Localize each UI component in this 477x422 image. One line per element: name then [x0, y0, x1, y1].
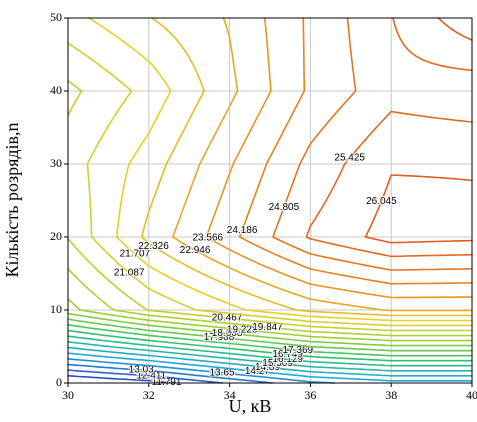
contour-line	[272, 17, 473, 271]
contour-line	[67, 318, 473, 352]
plot-frame	[67, 17, 473, 384]
contour-line	[67, 42, 473, 327]
contour-line	[238, 17, 473, 285]
x-tick-label: 34	[224, 388, 236, 402]
contour-label: 16.129	[272, 354, 303, 365]
contour-label: 17.988	[204, 332, 235, 343]
contour-label: 20.467	[212, 313, 243, 324]
contour-label: 17.369	[283, 345, 314, 356]
y-tick-label: 10	[50, 302, 62, 316]
y-tick-label: 40	[50, 83, 62, 97]
contour-label: 24.186	[227, 225, 258, 236]
contour-line	[67, 358, 336, 384]
contour-line	[67, 346, 473, 377]
contour-label: 16.749	[272, 349, 303, 360]
contour-label: 22.326	[138, 241, 169, 252]
contour-line	[67, 268, 473, 337]
contour-label: 22.946	[180, 245, 211, 256]
contour-label: 15.509	[262, 358, 293, 369]
contour-line	[172, 17, 473, 312]
y-tick-label: 0	[56, 375, 62, 389]
contour-line	[67, 363, 274, 384]
contour-line	[67, 324, 473, 357]
contour-label: 19.228	[227, 324, 258, 335]
contour-label: 21.087	[114, 268, 145, 279]
contour-label: 13.65	[209, 368, 234, 379]
y-tick-label: 50	[50, 10, 62, 24]
contour-line	[67, 335, 473, 367]
x-axis-label: U, кВ	[229, 396, 272, 416]
contour-line	[88, 17, 473, 322]
contour-line	[67, 329, 473, 362]
y-axis-label: Кількість розрядів,n	[2, 122, 22, 277]
contour-line	[305, 17, 473, 258]
contour-line	[67, 298, 473, 342]
contour-label: 14.89	[255, 362, 280, 373]
x-tick-label: 36	[304, 388, 316, 402]
contour-line	[67, 312, 473, 347]
x-tick-label: 38	[385, 388, 397, 402]
contour-line	[141, 17, 473, 317]
y-tick-label: 20	[50, 229, 62, 243]
contour-label: 19.847	[252, 322, 283, 333]
contour-label: 25.425	[334, 153, 365, 164]
contour-line	[67, 369, 224, 384]
contour-line	[364, 17, 473, 244]
contour-label: 23.566	[193, 233, 224, 244]
contour-line	[67, 352, 473, 382]
contour-line	[205, 17, 473, 299]
contour-label: 26.045	[366, 196, 397, 207]
contour-label: 13.03	[129, 365, 154, 376]
contour-label: 12.411	[136, 371, 166, 382]
y-tick-label: 30	[50, 156, 62, 170]
contour-label: 18.608	[212, 328, 243, 339]
contour-label: 21.707	[120, 249, 151, 260]
contour-label: 24.805	[269, 202, 300, 213]
x-tick-label: 40	[466, 388, 477, 402]
contour-line	[67, 341, 473, 372]
contour-label: 14.27	[245, 366, 270, 377]
x-tick-label: 32	[143, 388, 155, 402]
x-tick-label: 30	[62, 388, 74, 402]
